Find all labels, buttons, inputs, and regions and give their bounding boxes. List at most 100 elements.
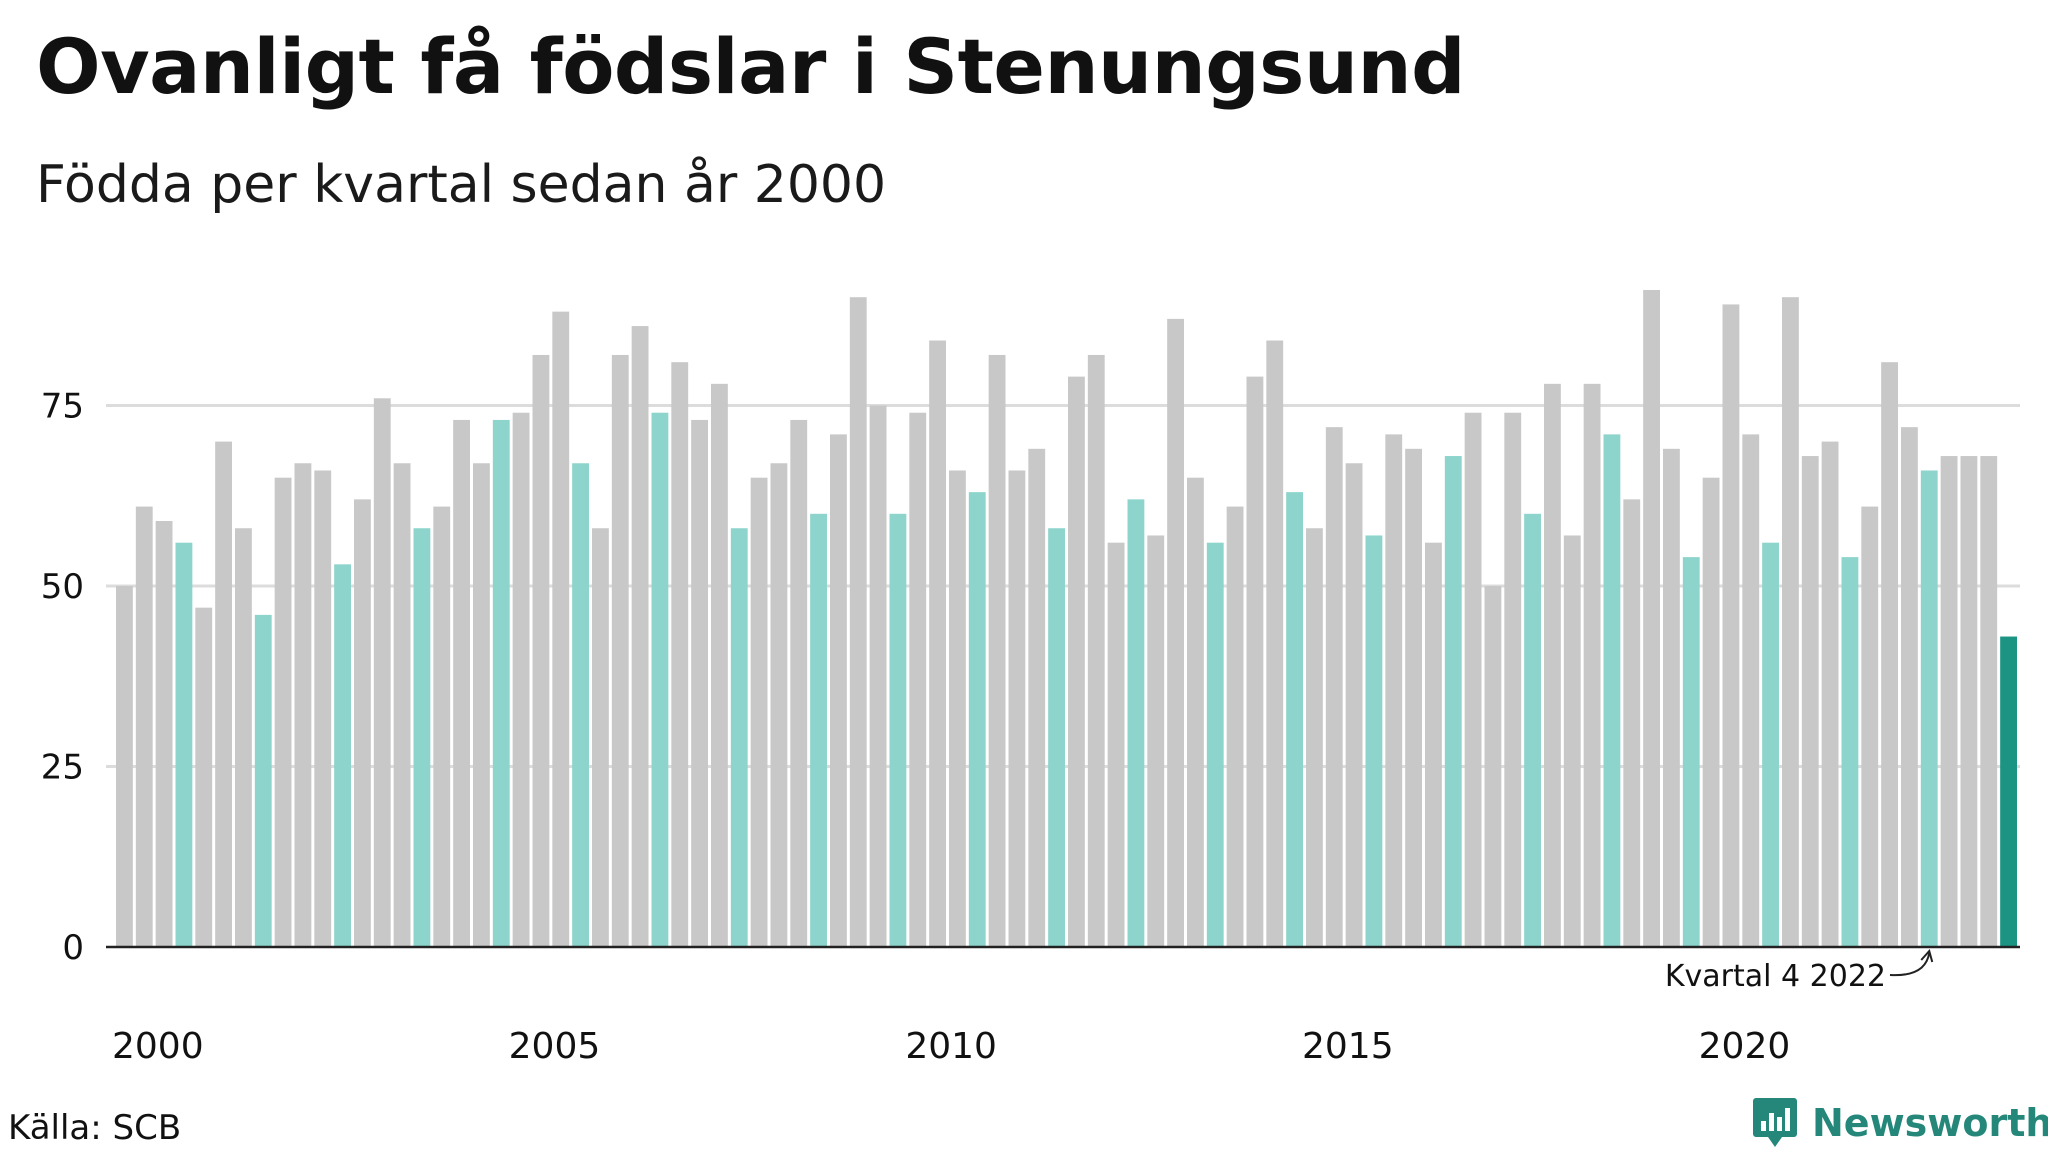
bar	[334, 564, 351, 947]
bar	[889, 513, 907, 947]
source-note: Källa: SCB	[8, 1108, 182, 1148]
bar	[116, 586, 133, 947]
bar	[1663, 448, 1680, 947]
annotation-arrowhead	[1920, 948, 1934, 963]
bar	[968, 492, 986, 947]
bar	[909, 412, 927, 948]
bar	[1603, 434, 1621, 947]
x-tick-label: 2020	[1699, 1026, 1791, 1067]
bar	[1544, 383, 1561, 948]
x-tick-label: 2000	[112, 1026, 204, 1067]
bar	[314, 470, 332, 947]
bar	[1206, 542, 1224, 947]
bar	[2000, 636, 2017, 947]
bar	[393, 463, 411, 947]
bar	[1940, 456, 1958, 947]
bar	[413, 528, 431, 947]
bar	[1682, 557, 1700, 947]
bar	[671, 362, 689, 947]
newsworthy-logo[interactable]: Newsworthy	[1752, 1096, 2048, 1150]
bars	[116, 289, 2017, 948]
bar	[1405, 448, 1422, 947]
bar	[1107, 542, 1125, 947]
bar	[1920, 470, 1938, 947]
bar	[155, 521, 173, 947]
bar	[1583, 383, 1601, 948]
bar	[1385, 434, 1403, 947]
bar	[929, 340, 946, 947]
bar	[1048, 528, 1065, 947]
bar	[294, 463, 312, 947]
bar	[810, 513, 827, 947]
bar	[433, 506, 451, 947]
bar	[1306, 528, 1323, 947]
bar	[235, 528, 252, 947]
bar	[1821, 441, 1839, 947]
bar	[1623, 499, 1641, 947]
bar	[254, 614, 272, 947]
bar	[532, 354, 550, 948]
bar	[869, 405, 887, 947]
x-tick-label: 2015	[1302, 1026, 1394, 1067]
bar	[790, 419, 808, 947]
bar	[215, 441, 232, 947]
chart-subtitle: Födda per kvartal sedan år 2000	[36, 155, 887, 215]
bar	[1742, 434, 1760, 947]
bar	[1365, 535, 1383, 947]
bar	[1524, 513, 1541, 947]
y-tick-label: 50	[41, 567, 84, 607]
bar	[354, 499, 371, 947]
bar	[1464, 412, 1482, 948]
axes: 0 25 50 75 2000 2005 2010 2015 2020	[41, 387, 2020, 1067]
bar	[651, 412, 669, 948]
bar	[1187, 477, 1204, 947]
x-tick-label: 2005	[509, 1026, 601, 1067]
bar	[1504, 412, 1522, 948]
bar	[135, 506, 153, 947]
bar	[1325, 427, 1343, 947]
bar	[691, 419, 708, 947]
bar	[849, 297, 867, 947]
bar	[1425, 542, 1442, 947]
bar	[512, 412, 530, 948]
bar	[1087, 354, 1105, 948]
bar	[988, 354, 1006, 948]
bar	[1345, 463, 1363, 947]
bar	[830, 434, 847, 947]
annotation-arrow	[1889, 952, 1931, 977]
bar	[1484, 586, 1502, 947]
bar	[1881, 362, 1898, 947]
bar	[453, 419, 470, 947]
bar	[1563, 535, 1581, 947]
bar	[572, 463, 589, 947]
bar	[473, 463, 490, 947]
y-tick-label: 75	[41, 387, 84, 427]
bar	[1722, 304, 1740, 947]
bar	[373, 398, 391, 947]
bar	[492, 419, 510, 947]
bar	[1286, 492, 1303, 947]
chart-title: Ovanligt få födslar i Stenungsund	[36, 22, 1466, 111]
bar	[1861, 506, 1879, 947]
bar	[711, 383, 728, 948]
bar	[1702, 477, 1720, 947]
bar	[592, 528, 609, 947]
bar	[949, 470, 966, 947]
bar	[1901, 427, 1918, 947]
bar	[175, 542, 193, 947]
bar	[1246, 376, 1264, 947]
bar	[1960, 456, 1978, 947]
bar	[1147, 535, 1165, 947]
bar	[1167, 318, 1184, 947]
annotation-label: Kvartal 4 2022	[1665, 959, 1886, 994]
bar	[1266, 340, 1284, 947]
bar	[1762, 542, 1779, 947]
bar	[730, 528, 748, 947]
bar	[1127, 499, 1145, 947]
bar	[195, 607, 213, 947]
bar	[1643, 289, 1660, 948]
bar	[1068, 376, 1085, 947]
bar	[1028, 448, 1046, 947]
y-tick-label: 0	[62, 928, 84, 968]
